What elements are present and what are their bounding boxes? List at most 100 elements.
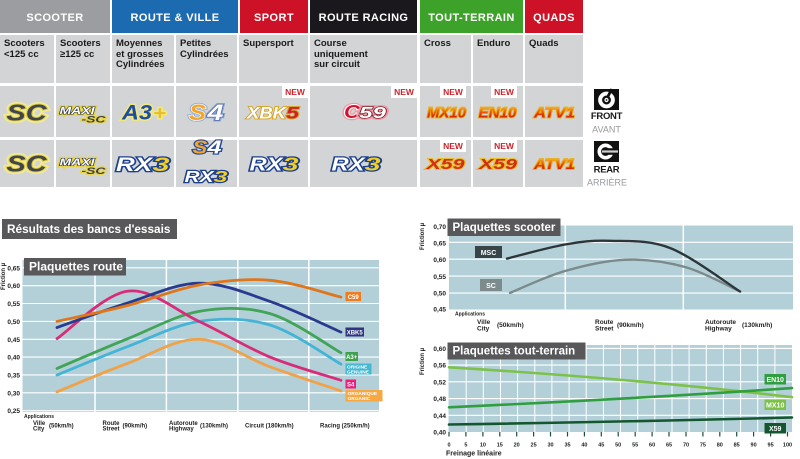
svg-text:C: C — [344, 102, 361, 122]
svg-text:EN10: EN10 — [766, 377, 784, 384]
svg-text:10: 10 — [480, 443, 486, 449]
svg-text:S: S — [193, 138, 208, 158]
svg-text:0,55: 0,55 — [7, 301, 20, 308]
svg-text:EN10: EN10 — [479, 105, 518, 122]
svg-text:65: 65 — [666, 443, 672, 449]
svg-text:Ville: Ville — [33, 421, 46, 427]
svg-text:ATV1: ATV1 — [533, 156, 575, 173]
svg-text:SC: SC — [7, 151, 47, 177]
svg-text:5: 5 — [464, 443, 467, 449]
svg-text:4: 4 — [206, 100, 223, 125]
svg-text:Autoroute: Autoroute — [169, 421, 198, 427]
svg-text:3: 3 — [283, 155, 299, 175]
svg-text:0,45: 0,45 — [7, 337, 20, 344]
svg-text:0,56: 0,56 — [433, 363, 446, 370]
svg-text:XBK: XBK — [246, 104, 288, 123]
svg-text:4: 4 — [206, 100, 223, 125]
svg-text:XBK5: XBK5 — [347, 331, 364, 337]
svg-text:Friction µ: Friction µ — [420, 347, 426, 375]
svg-text:60: 60 — [649, 443, 655, 449]
svg-text:(50km/h): (50km/h) — [497, 322, 524, 329]
svg-text:MSC: MSC — [481, 250, 497, 257]
svg-text:0,25: 0,25 — [7, 408, 20, 415]
svg-text:MX10: MX10 — [427, 105, 467, 122]
svg-text:AVANT: AVANT — [592, 125, 621, 135]
svg-text:REAR: REAR — [594, 165, 620, 176]
svg-text:Plaquettes tout-terrain: Plaquettes tout-terrain — [453, 346, 576, 358]
svg-text:(90km/h): (90km/h) — [617, 322, 644, 329]
svg-text:59: 59 — [359, 105, 386, 122]
svg-text:40: 40 — [581, 443, 587, 449]
svg-text:0,30: 0,30 — [7, 390, 20, 397]
svg-text:-SC: -SC — [82, 166, 106, 177]
svg-text:3: 3 — [214, 169, 228, 186]
svg-text:SC: SC — [7, 100, 47, 126]
svg-text:0,52: 0,52 — [433, 379, 446, 386]
svg-text:20: 20 — [514, 443, 520, 449]
svg-text:0,55: 0,55 — [433, 274, 446, 281]
svg-text:MAXI: MAXI — [60, 158, 95, 169]
svg-text:RX: RX — [332, 155, 366, 175]
svg-text:RX: RX — [116, 155, 154, 176]
svg-text:0,45: 0,45 — [433, 307, 446, 314]
svg-text:0,65: 0,65 — [7, 265, 20, 272]
svg-text:FRONT: FRONT — [591, 111, 623, 122]
svg-text:ORIGINE: ORIGINE — [347, 364, 368, 370]
svg-text:30: 30 — [547, 443, 553, 449]
svg-text:MX10: MX10 — [766, 403, 784, 410]
svg-text:ORGANIQUE: ORGANIQUE — [348, 391, 378, 397]
svg-text:X59: X59 — [478, 156, 518, 173]
svg-text:SC: SC — [486, 283, 496, 290]
svg-text:SC: SC — [7, 100, 47, 126]
svg-text:Circuit (180km/h): Circuit (180km/h) — [245, 424, 294, 430]
svg-text:Autoroute: Autoroute — [705, 319, 736, 326]
svg-text:ATV1: ATV1 — [533, 105, 575, 122]
svg-text:Highway: Highway — [705, 326, 732, 333]
svg-text:0,44: 0,44 — [433, 413, 446, 420]
svg-text:(90km/h): (90km/h) — [123, 424, 148, 430]
svg-text:70: 70 — [683, 443, 689, 449]
svg-text:100: 100 — [783, 443, 792, 449]
svg-text:55: 55 — [632, 443, 638, 449]
svg-text:Plaquettes scooter: Plaquettes scooter — [453, 222, 556, 234]
svg-text:S: S — [189, 100, 206, 125]
svg-text:X59: X59 — [769, 426, 782, 433]
svg-text:(50km/h): (50km/h) — [49, 424, 74, 430]
svg-text:5: 5 — [286, 104, 300, 123]
svg-text:0,40: 0,40 — [7, 355, 20, 362]
svg-text:RX: RX — [250, 155, 284, 175]
svg-text:35: 35 — [564, 443, 570, 449]
svg-text:0,35: 0,35 — [7, 372, 20, 379]
svg-text:X59: X59 — [425, 156, 465, 173]
svg-text:C59: C59 — [348, 295, 360, 301]
svg-text:Highway: Highway — [169, 427, 194, 433]
svg-text:ORGANIC: ORGANIC — [348, 396, 371, 402]
svg-text:50: 50 — [615, 443, 621, 449]
svg-text:MAXI: MAXI — [60, 158, 95, 169]
svg-text:85: 85 — [734, 443, 740, 449]
svg-text:RX: RX — [185, 169, 216, 186]
svg-text:A3+: A3+ — [346, 355, 358, 361]
svg-text:S4: S4 — [347, 383, 355, 389]
svg-text:ARRIÈRE: ARRIÈRE — [587, 178, 627, 188]
svg-text:+: + — [153, 104, 166, 125]
svg-text:0,48: 0,48 — [433, 396, 446, 403]
svg-text:GENUINE: GENUINE — [347, 369, 370, 375]
svg-text:90: 90 — [751, 443, 757, 449]
svg-text:45: 45 — [598, 443, 604, 449]
svg-text:0,50: 0,50 — [433, 290, 446, 297]
svg-text:Applications: Applications — [455, 312, 485, 318]
svg-text:Freinage linéaire: Freinage linéaire — [446, 451, 502, 458]
svg-text:Applications: Applications — [24, 414, 54, 420]
svg-text:Route: Route — [103, 421, 121, 427]
svg-text:0,40: 0,40 — [433, 430, 446, 437]
svg-text:C: C — [344, 102, 361, 122]
svg-text:City: City — [477, 326, 490, 333]
svg-text:15: 15 — [497, 443, 503, 449]
svg-text:Street: Street — [103, 427, 120, 433]
svg-text:SC: SC — [7, 151, 47, 177]
svg-text:0,70: 0,70 — [433, 224, 446, 231]
svg-text:0,60: 0,60 — [433, 257, 446, 264]
svg-text:95: 95 — [768, 443, 774, 449]
svg-text:0,60: 0,60 — [433, 346, 446, 353]
